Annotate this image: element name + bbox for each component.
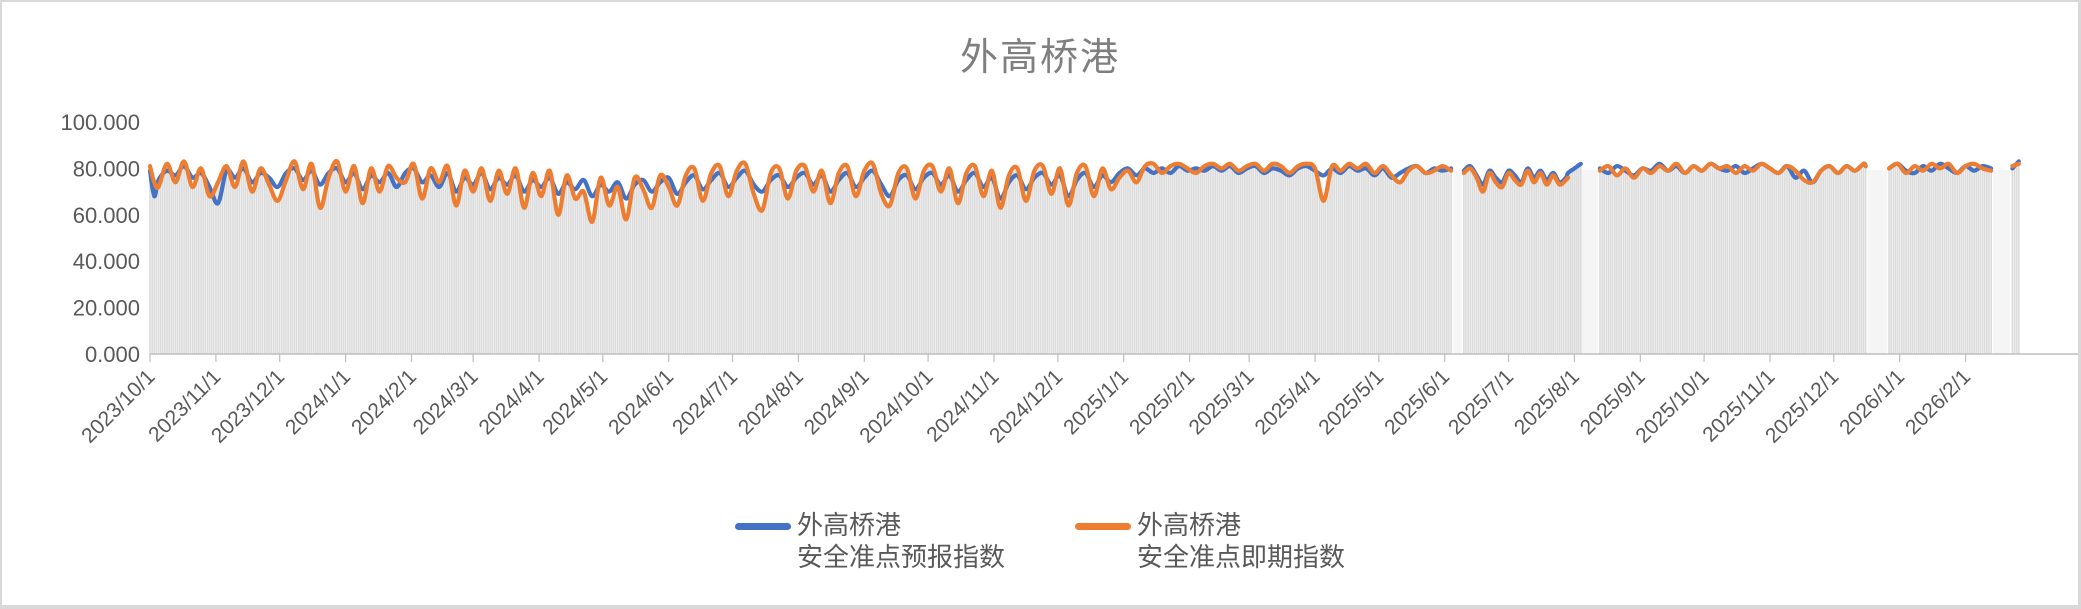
spot-index-line	[147, 159, 2021, 224]
legend-label-forecast-line2: 安全准点预报指数	[796, 541, 1005, 572]
x-tick-label: 2025/8/1	[1510, 365, 1584, 439]
y-tick-label: 40.000	[73, 249, 140, 274]
x-tick-label: 2024/6/1	[604, 365, 678, 439]
x-tick-label: 2024/1/1	[281, 365, 355, 439]
spot-line-swatch	[1075, 523, 1131, 530]
daily-index-bars	[149, 161, 2020, 354]
x-tick-label: 2023/10/1	[77, 365, 159, 447]
legend-item-spot[interactable]: 外高桥港 安全准点即期指数	[1075, 510, 1345, 573]
x-tick-label: 2026/2/1	[1901, 365, 1975, 439]
legend-item-forecast[interactable]: 外高桥港 安全准点预报指数	[734, 510, 1005, 573]
x-tick-label: 2025/5/1	[1314, 365, 1388, 439]
x-tick-label: 2025/4/1	[1250, 365, 1324, 439]
legend-label-forecast: 外高桥港 安全准点预报指数	[797, 510, 1005, 573]
forecast-line-swatch	[734, 523, 791, 530]
plot-area[interactable]: 0.000 20.000 40.000 60.000 80.000 100.000 2023…	[2, 2, 2081, 502]
x-tick-label: 2024/7/1	[668, 365, 742, 439]
x-tick-label: 2024/2/1	[347, 365, 421, 439]
x-tick-label: 2025/1/1	[1059, 365, 1133, 439]
legend-label-spot-line1: 外高桥港	[1137, 510, 1242, 540]
y-tick-label: 100.000	[60, 110, 140, 135]
chart-title: 外高桥港	[959, 37, 1120, 79]
x-tick-label: 2025/2/1	[1125, 365, 1199, 439]
legend: 外高桥港 安全准点预报指数 外高桥港 安全准点即期指数	[2, 510, 2078, 573]
x-tick-label: 2024/5/1	[538, 365, 612, 439]
x-tick-label: 2025/3/1	[1185, 365, 1259, 439]
legend-label-forecast-line1: 外高桥港	[796, 510, 901, 540]
x-tick-label: 2024/8/1	[734, 365, 808, 439]
x-tick-label: 2025/6/1	[1380, 365, 1454, 439]
x-tick-label: 2025/7/1	[1444, 365, 1518, 439]
y-tick-label: 0.000	[85, 342, 140, 367]
y-tick-label: 60.000	[73, 203, 140, 228]
x-axis	[149, 353, 2078, 362]
x-tick-label: 2024/3/1	[409, 365, 483, 439]
legend-label-spot-line2: 安全准点即期指数	[1137, 541, 1346, 572]
y-axis-labels: 0.000 20.000 40.000 60.000 80.000 100.000	[60, 110, 140, 367]
x-axis-labels: 2023/10/12023/11/12023/12/12024/1/12024/…	[77, 365, 1975, 447]
x-tick-label: 2024/4/1	[475, 365, 549, 439]
x-tick-label: 2026/1/1	[1835, 365, 1909, 439]
legend-label-spot: 外高桥港 安全准点即期指数	[1137, 510, 1345, 573]
y-tick-label: 80.000	[73, 156, 140, 181]
y-tick-label: 20.000	[73, 296, 140, 321]
